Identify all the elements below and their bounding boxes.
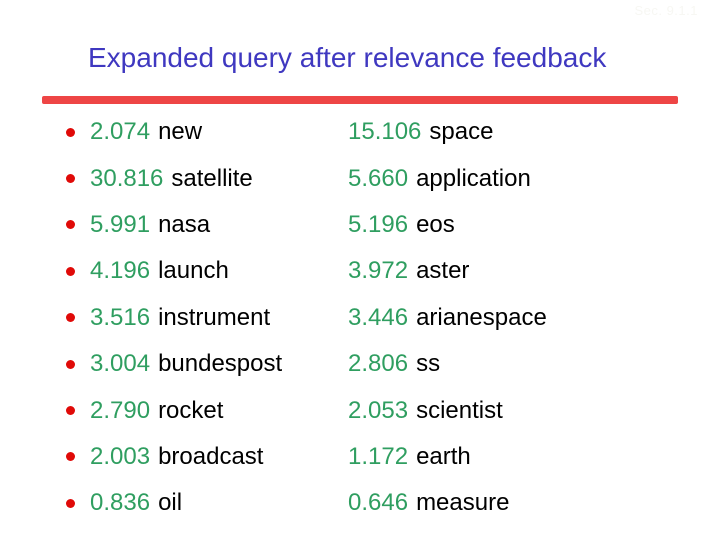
list-item: 4.196 launch xyxy=(66,248,346,294)
term-weight: 2.806 xyxy=(348,350,409,378)
term-weight: 5.991 xyxy=(90,210,151,238)
term-weight: 3.004 xyxy=(90,350,151,378)
list-item: 0.646 measure xyxy=(348,480,668,526)
term-weight: 0.836 xyxy=(90,489,151,517)
bullet-icon xyxy=(66,174,75,184)
term-text: ss xyxy=(416,350,441,378)
page-title: Expanded query after relevance feedback xyxy=(88,42,607,73)
term-weight: 3.516 xyxy=(90,303,151,331)
bullet-icon xyxy=(66,127,75,137)
list-item: 15.106 space xyxy=(348,109,668,155)
term-text: instrument xyxy=(158,303,271,331)
list-item: 5.991 nasa xyxy=(66,202,346,248)
term-text: application xyxy=(416,164,531,192)
bullet-icon xyxy=(66,220,75,230)
term-text: broadcast xyxy=(158,442,264,470)
list-item: 3.004 bundespost xyxy=(66,341,346,387)
bullet-icon xyxy=(66,452,75,462)
list-item: 3.972 aster xyxy=(348,248,668,294)
list-item: 5.196 eos xyxy=(348,202,668,248)
bullet-icon xyxy=(66,359,75,369)
term-weight: 3.446 xyxy=(348,303,409,331)
bullet-icon xyxy=(66,266,75,276)
list-item: 2.053 scientist xyxy=(348,387,668,433)
term-weight: 15.106 xyxy=(348,118,422,146)
bullet-icon xyxy=(66,406,75,416)
term-text: measure xyxy=(416,489,510,517)
list-item: 1.172 earth xyxy=(348,434,668,480)
list-item: 3.516 instrument xyxy=(66,295,346,341)
term-text: satellite xyxy=(171,164,253,192)
term-text: space xyxy=(429,118,494,146)
term-text: rocket xyxy=(158,396,224,424)
term-weight: 2.074 xyxy=(90,118,151,146)
term-weight: 30.816 xyxy=(90,164,164,192)
list-item: 2.790 rocket xyxy=(66,387,346,433)
list-item: 2.003 broadcast xyxy=(66,434,346,480)
term-text: scientist xyxy=(416,396,503,424)
list-item: 0.836 oil xyxy=(66,480,346,526)
term-list-left-column: 2.074 new 30.816 satellite 5.991 nasa 4.… xyxy=(66,109,346,527)
term-text: bundespost xyxy=(158,350,283,378)
term-text: oil xyxy=(158,489,183,517)
term-text: launch xyxy=(158,257,229,285)
list-item: 2.806 ss xyxy=(348,341,668,387)
term-weight: 2.003 xyxy=(90,442,151,470)
bullet-icon xyxy=(66,313,75,323)
term-weight: 2.053 xyxy=(348,396,409,424)
term-weight: 3.972 xyxy=(348,257,409,285)
title-divider xyxy=(42,96,678,104)
term-text: new xyxy=(158,118,203,146)
term-text: eos xyxy=(416,210,455,238)
term-weight: 2.790 xyxy=(90,396,151,424)
term-weight: 4.196 xyxy=(90,257,151,285)
term-weight: 5.196 xyxy=(348,210,409,238)
term-text: aster xyxy=(416,257,470,285)
list-item: 30.816 satellite xyxy=(66,155,346,201)
list-item: 2.074 new xyxy=(66,109,346,155)
section-label: Sec. 9.1.1 xyxy=(634,3,698,18)
term-text: earth xyxy=(416,442,471,470)
term-text: arianespace xyxy=(416,303,547,331)
term-list-right-column: 15.106 space 5.660 application 5.196 eos… xyxy=(348,109,668,527)
term-text: nasa xyxy=(158,210,211,238)
term-weight: 5.660 xyxy=(348,164,409,192)
bullet-icon xyxy=(66,498,75,508)
list-item: 5.660 application xyxy=(348,155,668,201)
list-item: 3.446 arianespace xyxy=(348,295,668,341)
term-weight: 1.172 xyxy=(348,442,409,470)
term-weight: 0.646 xyxy=(348,489,409,517)
